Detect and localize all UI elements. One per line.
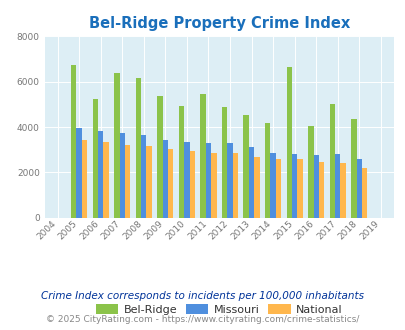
Legend: Bel-Ridge, Missouri, National: Bel-Ridge, Missouri, National <box>91 300 346 319</box>
Bar <box>71 65 76 218</box>
Bar <box>307 126 313 218</box>
Bar <box>340 163 345 218</box>
Text: © 2025 CityRating.com - https://www.cityrating.com/crime-statistics/: © 2025 CityRating.com - https://www.city… <box>46 315 359 324</box>
Text: Crime Index corresponds to incidents per 100,000 inhabitants: Crime Index corresponds to incidents per… <box>41 291 364 301</box>
Bar <box>168 149 173 218</box>
Bar <box>275 159 281 218</box>
Bar <box>189 151 194 218</box>
Bar <box>103 142 109 218</box>
Bar <box>286 68 291 218</box>
Bar <box>227 144 232 218</box>
Bar <box>92 99 98 218</box>
Bar <box>248 148 254 218</box>
Title: Bel-Ridge Property Crime Index: Bel-Ridge Property Crime Index <box>88 16 349 31</box>
Bar <box>356 159 361 218</box>
Bar <box>270 152 275 218</box>
Bar <box>318 162 324 218</box>
Bar <box>222 107 227 218</box>
Bar <box>291 154 296 218</box>
Bar <box>162 140 168 218</box>
Bar <box>82 140 87 218</box>
Bar <box>178 106 184 218</box>
Bar <box>296 159 302 218</box>
Bar <box>264 122 270 218</box>
Bar <box>205 144 211 218</box>
Bar <box>243 115 248 218</box>
Bar <box>114 73 119 218</box>
Bar <box>125 145 130 218</box>
Bar <box>211 152 216 218</box>
Bar <box>334 154 340 218</box>
Bar <box>329 104 334 218</box>
Bar <box>313 155 318 218</box>
Bar <box>200 94 205 218</box>
Bar <box>119 133 125 218</box>
Bar <box>157 96 162 218</box>
Bar <box>141 135 146 218</box>
Bar <box>76 128 82 218</box>
Bar <box>361 168 367 218</box>
Bar <box>135 78 141 218</box>
Bar <box>350 118 356 218</box>
Bar <box>98 131 103 218</box>
Bar <box>232 152 237 218</box>
Bar <box>146 146 151 218</box>
Bar <box>184 142 189 218</box>
Bar <box>254 157 259 218</box>
